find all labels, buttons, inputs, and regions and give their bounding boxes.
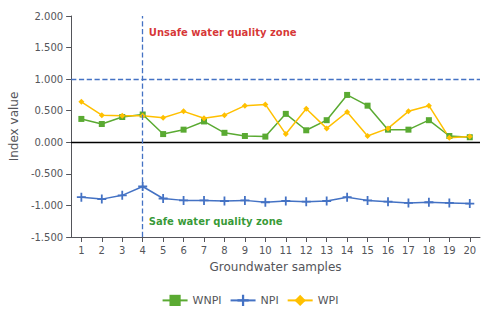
svg-text:20: 20: [463, 245, 476, 256]
svg-text:9: 9: [242, 245, 248, 256]
svg-text:3: 3: [119, 245, 125, 256]
svg-text:WNPI: WNPI: [193, 294, 222, 307]
svg-text:15: 15: [361, 245, 374, 256]
svg-text:-1.500: -1.500: [31, 232, 63, 243]
svg-text:1.000: 1.000: [34, 74, 63, 85]
svg-text:16: 16: [382, 245, 395, 256]
svg-text:0.000: 0.000: [34, 137, 63, 148]
svg-text:-1.000: -1.000: [31, 200, 63, 211]
svg-text:Groundwater samples: Groundwater samples: [210, 260, 342, 274]
svg-text:5: 5: [160, 245, 166, 256]
svg-text:Index value: Index value: [7, 92, 21, 162]
svg-text:7: 7: [201, 245, 207, 256]
svg-text:11: 11: [279, 245, 292, 256]
svg-text:WPI: WPI: [318, 294, 339, 307]
svg-text:14: 14: [341, 245, 354, 256]
svg-text:0.500: 0.500: [34, 105, 63, 116]
svg-text:6: 6: [180, 245, 186, 256]
svg-text:-0.500: -0.500: [31, 168, 63, 179]
svg-text:Unsafe water quality zone: Unsafe water quality zone: [149, 27, 297, 38]
svg-text:2: 2: [99, 245, 105, 256]
svg-text:17: 17: [402, 245, 415, 256]
svg-text:8: 8: [221, 245, 227, 256]
svg-text:2.000: 2.000: [34, 11, 63, 22]
svg-text:19: 19: [443, 245, 456, 256]
svg-text:Safe water quality zone: Safe water quality zone: [149, 216, 283, 227]
svg-text:10: 10: [259, 245, 272, 256]
svg-text:13: 13: [320, 245, 333, 256]
svg-text:18: 18: [423, 245, 436, 256]
svg-text:1: 1: [78, 245, 84, 256]
svg-text:1.500: 1.500: [34, 42, 63, 53]
svg-text:NPI: NPI: [261, 294, 279, 307]
svg-text:4: 4: [140, 245, 146, 256]
svg-text:12: 12: [300, 245, 313, 256]
